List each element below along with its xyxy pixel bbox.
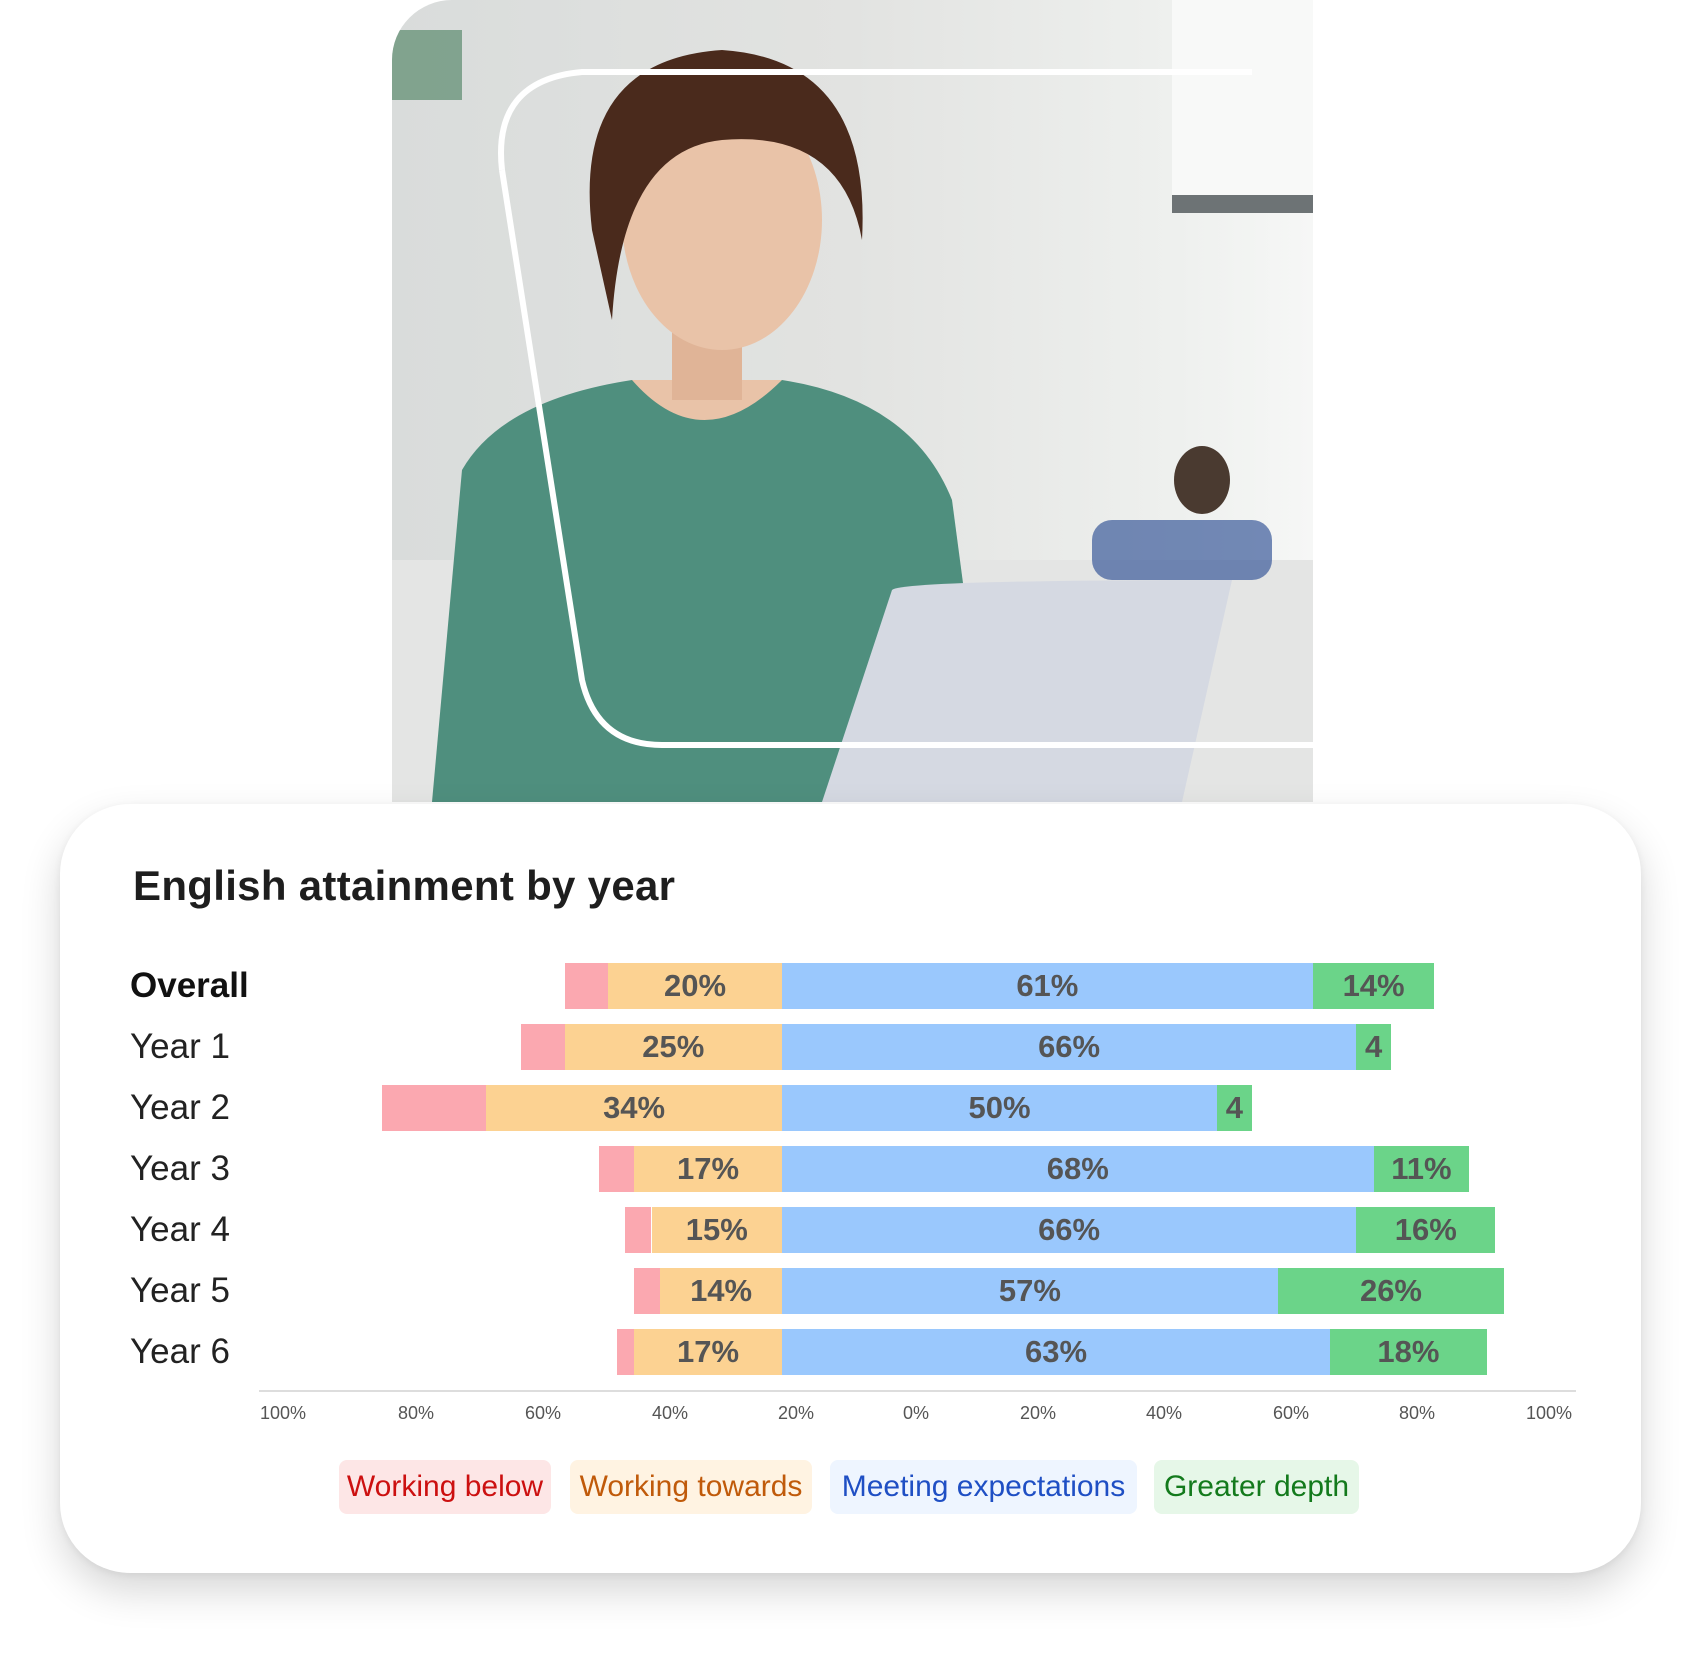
teacher-photo — [392, 0, 1313, 802]
bar-segment-greater-depth: 4 — [1356, 1024, 1391, 1070]
bar-segment-meeting-expectations: 57% — [782, 1268, 1278, 1314]
x-tick-label: 60% — [1272, 1403, 1310, 1423]
data-label: 20% — [663, 968, 727, 1003]
bar-segment-working-below — [625, 1207, 652, 1253]
data-label: 68% — [1046, 1151, 1109, 1186]
x-tick-label: 20% — [1019, 1403, 1057, 1423]
x-tick-label: 100% — [259, 1403, 307, 1423]
bar-segment-greater-depth: 18% — [1330, 1329, 1487, 1375]
data-label: 17% — [677, 1151, 740, 1186]
bar-segment-working-towards: 34% — [486, 1085, 782, 1131]
data-label: 25% — [642, 1029, 705, 1064]
legend-item-meeting-expectations: Meeting expectations — [830, 1460, 1137, 1514]
bar-segment-meeting-expectations: 68% — [782, 1146, 1374, 1192]
bar-segment-working-below — [521, 1024, 565, 1070]
data-label: 66% — [1038, 1212, 1101, 1247]
bar-segment-working-towards: 17% — [634, 1146, 782, 1192]
data-label: 14% — [690, 1273, 753, 1308]
bar-segment-working-towards: 25% — [564, 1024, 782, 1070]
bar-segment-meeting-expectations: 50% — [782, 1085, 1217, 1131]
bar-segment-working-below — [599, 1146, 635, 1192]
row-label: Year 2 — [130, 1088, 230, 1127]
data-label: 17% — [677, 1334, 740, 1369]
teacher-with-laptop-illustration — [392, 0, 1313, 802]
data-label: 34% — [603, 1090, 666, 1125]
bar-segment-meeting-expectations: 63% — [782, 1329, 1331, 1375]
bar-segment-working-towards: 17% — [634, 1329, 782, 1375]
row-label: Overall — [130, 966, 249, 1005]
bar-segment-working-below — [381, 1085, 487, 1131]
bar-segment-working-below — [564, 963, 608, 1009]
data-label: 16% — [1394, 1212, 1457, 1247]
data-label: 50% — [968, 1090, 1031, 1125]
legend-item-working-towards: Working towards — [570, 1460, 812, 1514]
legend-item-greater-depth: Greater depth — [1154, 1460, 1359, 1514]
bar-segment-working-towards: 20% — [608, 963, 782, 1009]
data-label: 61% — [1016, 968, 1079, 1003]
bar-segment-working-towards: 15% — [651, 1207, 782, 1253]
data-label: 11% — [1391, 1151, 1452, 1186]
x-tick-label: 100% — [1525, 1403, 1573, 1423]
x-tick-label: 80% — [1398, 1403, 1436, 1423]
bar-segment-greater-depth: 14% — [1312, 963, 1435, 1009]
bar-segment-greater-depth: 26% — [1277, 1268, 1505, 1314]
data-label: 4 — [1364, 1029, 1383, 1064]
data-label: 18% — [1377, 1334, 1440, 1369]
bar-segment-greater-depth: 4 — [1217, 1085, 1252, 1131]
row-label: Year 6 — [130, 1332, 230, 1371]
row-label: Year 1 — [130, 1027, 230, 1066]
bar-segment-working-below — [634, 1268, 661, 1314]
bar-segment-greater-depth: 11% — [1373, 1146, 1470, 1192]
chart-title: English attainment by year — [133, 862, 676, 909]
bar-segment-working-towards: 14% — [660, 1268, 782, 1314]
bar-segment-meeting-expectations: 66% — [782, 1024, 1357, 1070]
data-label: 4 — [1225, 1090, 1244, 1125]
bar-segment-greater-depth: 16% — [1356, 1207, 1496, 1253]
data-label: 26% — [1359, 1273, 1422, 1308]
data-label: 66% — [1038, 1029, 1101, 1064]
data-label: 14% — [1342, 968, 1405, 1003]
x-tick-label: 0% — [902, 1403, 930, 1423]
x-tick-label: 40% — [1145, 1403, 1183, 1423]
x-tick-label: 80% — [397, 1403, 435, 1423]
bar-segment-meeting-expectations: 66% — [782, 1207, 1357, 1253]
x-tick-label: 20% — [777, 1403, 815, 1423]
x-tick-label: 40% — [651, 1403, 689, 1423]
data-label: 63% — [1025, 1334, 1088, 1369]
legend-item-working-below: Working below — [339, 1460, 551, 1514]
x-axis-line — [259, 1390, 1576, 1392]
data-label: 57% — [998, 1273, 1061, 1308]
x-tick-label: 60% — [524, 1403, 562, 1423]
row-label: Year 3 — [130, 1149, 230, 1188]
bar-segment-meeting-expectations: 61% — [782, 963, 1313, 1009]
row-label: Year 5 — [130, 1271, 230, 1310]
row-label: Year 4 — [130, 1210, 230, 1249]
bar-segment-working-below — [616, 1329, 635, 1375]
data-label: 15% — [685, 1212, 748, 1247]
